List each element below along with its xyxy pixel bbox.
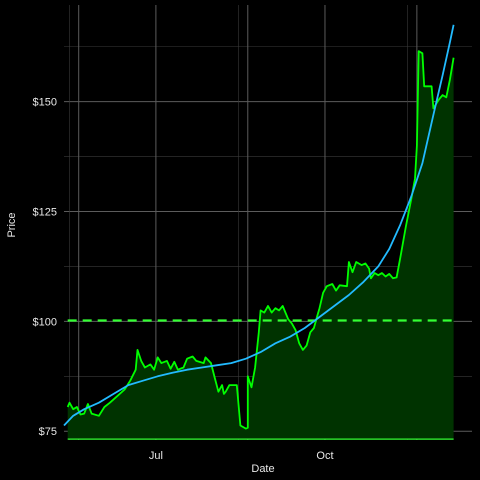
y-axis-title: Price bbox=[6, 212, 18, 237]
x-tick-label: Jul bbox=[149, 450, 163, 462]
x-tick-label: Oct bbox=[316, 450, 333, 462]
y-tick-label: $125 bbox=[33, 207, 57, 219]
series-lines bbox=[63, 24, 455, 440]
price-area-fill bbox=[67, 51, 454, 440]
y-tick-label: $150 bbox=[33, 97, 57, 109]
x-axis-title: Date bbox=[251, 463, 274, 475]
price-series-line bbox=[66, 50, 455, 430]
y-tick-label: $100 bbox=[33, 316, 57, 328]
tick-labels: $75 $100 $125 $150 Jul Oct bbox=[33, 97, 334, 462]
trend-series-line bbox=[63, 24, 455, 427]
y-tick-label: $75 bbox=[39, 426, 57, 438]
area-fill-layer bbox=[67, 51, 454, 440]
